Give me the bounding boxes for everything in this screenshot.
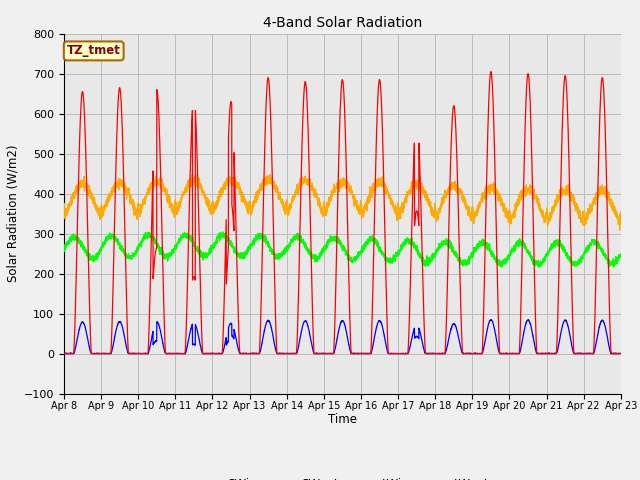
Text: TZ_tmet: TZ_tmet [67,44,121,58]
Y-axis label: Solar Radiation (W/m2): Solar Radiation (W/m2) [7,145,20,282]
Legend: SWin, SWout, LWin, LWout: SWin, SWout, LWin, LWout [191,473,494,480]
Title: 4-Band Solar Radiation: 4-Band Solar Radiation [263,16,422,30]
X-axis label: Time: Time [328,413,357,426]
